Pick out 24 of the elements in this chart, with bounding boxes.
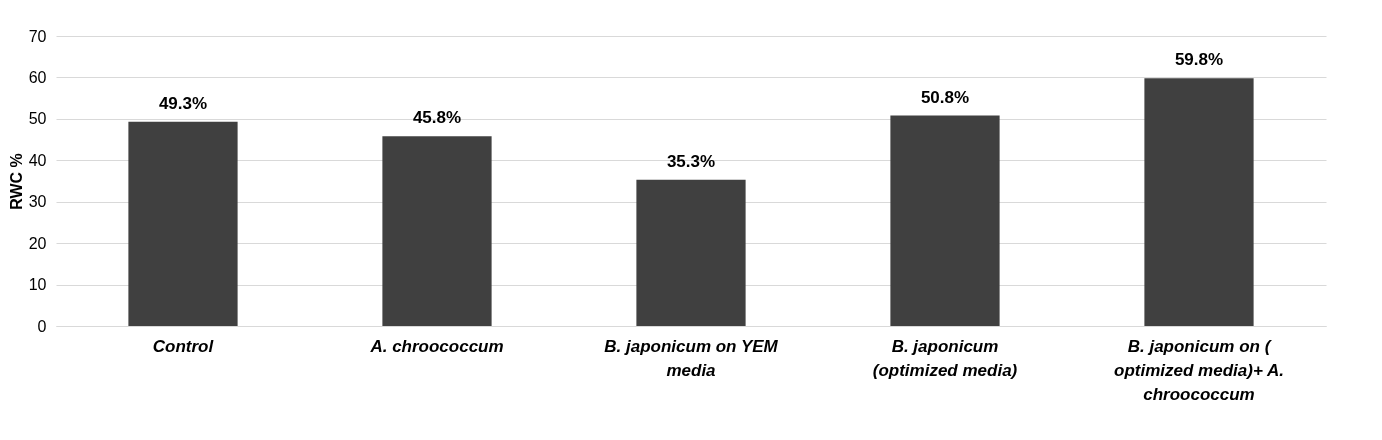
data-label: 35.3% xyxy=(666,151,716,171)
y-tick-label: 60 xyxy=(28,68,47,86)
bar xyxy=(1144,78,1254,326)
data-label: 50.8% xyxy=(920,87,970,107)
y-tick-label: 40 xyxy=(28,151,47,169)
x-tick-label: Control xyxy=(152,336,215,356)
x-tick-label: A. chroococcum xyxy=(369,336,504,356)
x-tick-label: B. japonicum (optimized media) xyxy=(872,336,1018,380)
data-label: 45.8% xyxy=(412,108,462,128)
data-label: 49.3% xyxy=(158,93,208,113)
x-tick-label: B. japonicum on YEM media xyxy=(604,336,779,380)
bar xyxy=(382,136,492,326)
y-tick-label: 50 xyxy=(28,110,47,128)
y-axis-title: RWC % xyxy=(7,153,25,210)
data-label: 59.8% xyxy=(1174,50,1224,70)
y-tick-label: 30 xyxy=(28,193,47,211)
bar xyxy=(636,179,746,326)
x-tick-label: B. japonicum on ( optimized media)+ A. chroococcum xyxy=(1114,336,1284,404)
bar xyxy=(128,121,238,326)
y-tick-label: 70 xyxy=(28,27,47,45)
y-tick-label: 20 xyxy=(28,234,47,252)
bar xyxy=(890,115,1000,326)
y-tick-label: 0 xyxy=(37,317,47,335)
y-tick-label: 10 xyxy=(28,276,47,294)
